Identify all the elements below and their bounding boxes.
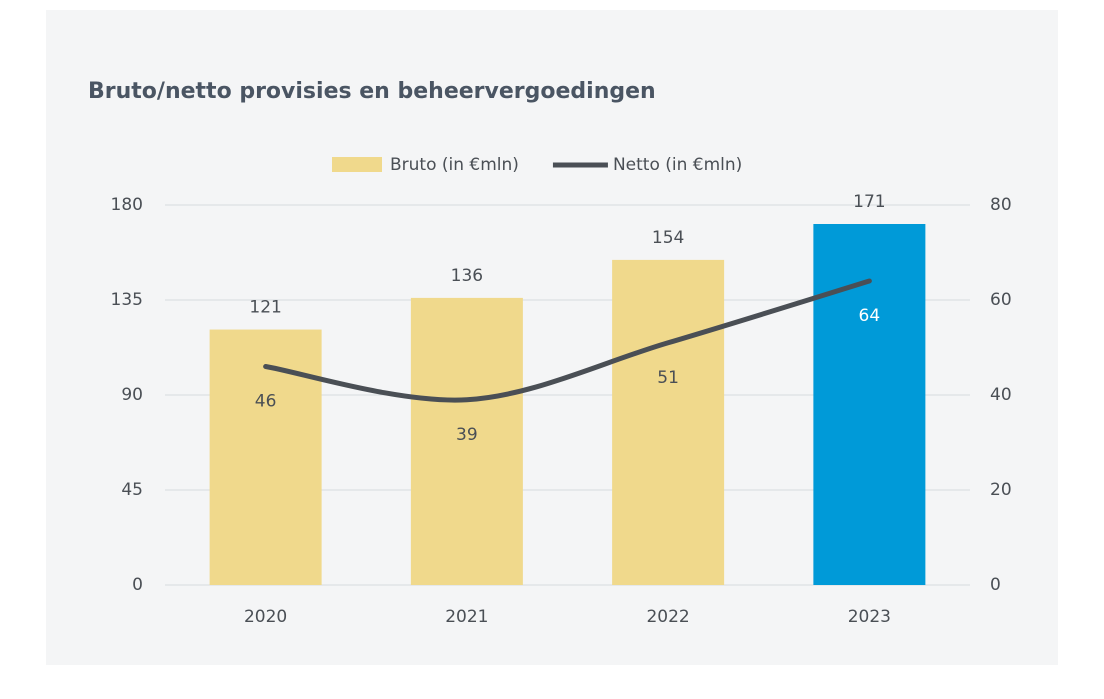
bar-value-label: 121 (249, 298, 281, 318)
legend-label: Bruto (in €mln) (390, 155, 519, 175)
y2-tick-label: 0 (990, 575, 1001, 595)
y-tick-label: 45 (121, 480, 143, 500)
y-tick-label: 0 (132, 575, 143, 595)
bar (813, 224, 926, 585)
line-value-label: 46 (255, 392, 277, 412)
x-tick-label: 2022 (646, 607, 689, 627)
y-tick-label: 180 (111, 195, 143, 215)
x-tick-label: 2020 (244, 607, 287, 627)
y2-tick-label: 20 (990, 480, 1012, 500)
line-value-label: 51 (657, 368, 679, 388)
line (263, 278, 872, 403)
y-tick-label: 90 (121, 385, 143, 405)
bar-value-label: 171 (853, 192, 885, 212)
legend-label: Netto (in €mln) (613, 155, 742, 175)
y-tick-label: 135 (111, 290, 143, 310)
chart-title: Bruto/netto provisies en beheervergoedin… (88, 79, 656, 104)
x-tick-label: 2023 (848, 607, 891, 627)
legend-swatch (332, 157, 382, 172)
x-tick-label: 2021 (445, 607, 488, 627)
bar (209, 329, 322, 585)
line-value-label: 39 (456, 425, 478, 445)
y2-tick-label: 60 (990, 290, 1012, 310)
bar (612, 259, 725, 585)
bar-value-label: 136 (451, 266, 483, 286)
y2-tick-label: 80 (990, 195, 1012, 215)
bar (410, 297, 523, 585)
line-value-label: 64 (859, 306, 881, 326)
bar-value-label: 154 (652, 228, 684, 248)
y2-tick-label: 40 (990, 385, 1012, 405)
